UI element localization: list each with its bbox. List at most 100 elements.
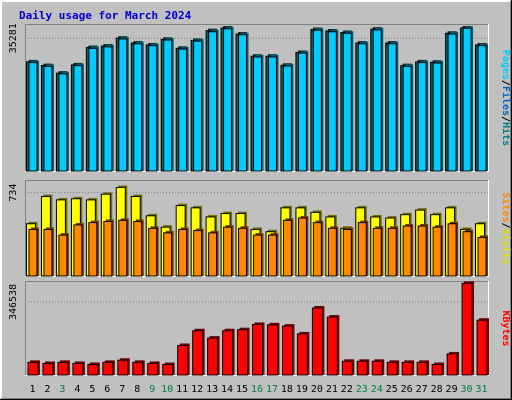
- bar-sites-day-16: [253, 234, 262, 277]
- bar-files-day-7: [118, 38, 128, 172]
- y-label-part-sites: Sites: [500, 192, 512, 222]
- x-tick-label-day-18: 18: [281, 384, 293, 395]
- bar-sites-day-23: [357, 222, 367, 277]
- x-tick-label-day-16: 16: [251, 384, 263, 395]
- x-tick-label-day-5: 5: [89, 384, 95, 395]
- bar-sites-day-28: [432, 226, 442, 277]
- bar-files-day-17: [267, 56, 277, 172]
- bar-kbytes-day-6: [102, 361, 114, 376]
- x-tick-label-day-29: 29: [446, 384, 458, 395]
- bar-files-day-19: [297, 52, 307, 172]
- bar-kbytes-day-5: [87, 363, 99, 376]
- panel-visits-sites-y-tick-label: 734: [8, 184, 19, 202]
- bar-sites-day-31: [477, 236, 487, 277]
- x-tick-label-day-20: 20: [311, 384, 323, 395]
- x-tick-label-day-13: 13: [206, 384, 218, 395]
- x-tick-label-day-10: 10: [161, 384, 173, 395]
- bar-sites-day-12: [193, 230, 203, 277]
- x-tick-label-day-12: 12: [191, 384, 203, 395]
- x-tick-label-day-23: 23: [356, 384, 368, 395]
- bar-files-day-25: [387, 43, 397, 172]
- bar-kbytes-day-1: [27, 361, 39, 376]
- bar-kbytes-day-23: [356, 360, 368, 376]
- bar-kbytes-day-29: [446, 353, 458, 376]
- bar-kbytes-day-9: [147, 362, 159, 376]
- bar-kbytes-day-2: [42, 362, 54, 376]
- bar-kbytes-day-28: [431, 363, 443, 376]
- bar-kbytes-day-14: [222, 330, 234, 376]
- x-tick-label-day-25: 25: [386, 384, 398, 395]
- bar-sites-day-22: [342, 228, 352, 277]
- panel-kbytes-y-label: KBytes: [500, 310, 511, 346]
- bar-kbytes-day-25: [386, 361, 398, 376]
- bar-files-day-28: [432, 62, 442, 172]
- bar-sites-day-24: [372, 227, 382, 277]
- bar-kbytes-day-18: [281, 325, 293, 376]
- bar-files-day-10: [163, 39, 173, 172]
- y-label-part-pages: Pages: [500, 50, 511, 80]
- bar-sites-day-7: [118, 219, 128, 277]
- panel-kbytes-y-tick-label: 346538: [8, 284, 19, 320]
- y-label-part-files: Files: [500, 86, 512, 116]
- x-tick-label-day-8: 8: [134, 384, 140, 395]
- bar-files-day-24: [372, 29, 382, 172]
- bar-sites-day-6: [103, 220, 113, 277]
- x-tick-label-day-28: 28: [431, 384, 443, 395]
- x-tick-label-day-30: 30: [461, 384, 473, 395]
- bar-kbytes-day-30: [461, 282, 473, 376]
- bar-files-day-6: [103, 46, 113, 172]
- bar-sites-day-3: [58, 234, 68, 277]
- bar-sites-day-2: [43, 228, 53, 277]
- y-label-part-slash: /: [500, 116, 511, 122]
- x-tick-label-day-31: 31: [475, 384, 487, 395]
- bar-kbytes-day-4: [72, 362, 84, 376]
- x-tick-label-day-24: 24: [371, 384, 383, 395]
- bar-kbytes-day-21: [326, 316, 338, 376]
- x-tick-label-day-15: 15: [236, 384, 248, 395]
- bar-files-day-22: [342, 32, 352, 172]
- bar-sites-day-14: [223, 226, 233, 277]
- bar-files-day-14: [223, 28, 233, 172]
- x-tick-label-day-3: 3: [59, 384, 65, 395]
- bar-kbytes-day-12: [192, 330, 204, 376]
- bar-sites-day-19: [297, 217, 307, 277]
- bar-files-day-16: [253, 56, 262, 172]
- bar-sites-day-13: [208, 232, 218, 277]
- bar-sites-day-15: [238, 227, 248, 277]
- bar-sites-day-17: [267, 234, 277, 277]
- bar-files-day-23: [357, 43, 367, 172]
- bar-kbytes-day-10: [162, 363, 174, 376]
- x-axis-labels: 1 2 3 4 5 6 7 8 9 10 11 12 13 14 15 16 17 18 19 20 21 22 23 24 2…: [29, 384, 487, 395]
- y-label-part-kbytes: KBytes: [500, 310, 511, 346]
- bar-files-day-21: [327, 31, 337, 172]
- chart-title: Daily usage for March 2024: [19, 9, 192, 22]
- bar-kbytes-day-22: [341, 360, 353, 376]
- bar-kbytes-day-19: [296, 333, 308, 376]
- bar-kbytes-day-8: [132, 361, 144, 376]
- x-tick-label-day-2: 2: [44, 384, 50, 395]
- bar-files-day-20: [312, 29, 322, 172]
- bar-sites-day-30: [462, 231, 472, 277]
- x-tick-label-day-7: 7: [119, 384, 125, 395]
- y-label-part-slash: /: [500, 80, 511, 86]
- bar-files-day-26: [402, 65, 412, 172]
- bar-files-day-31: [477, 45, 487, 172]
- bar-kbytes-day-31: [476, 319, 488, 376]
- bar-sites-day-11: [178, 228, 188, 277]
- bar-kbytes-day-15: [237, 329, 249, 376]
- x-tick-label-day-1: 1: [29, 384, 35, 395]
- bar-kbytes-day-7: [117, 359, 129, 376]
- panel-visits-sites-y-label: Sites/Visits: [500, 192, 512, 264]
- bar-files-day-4: [73, 65, 83, 172]
- bar-files-day-18: [282, 65, 292, 172]
- bar-files-day-3: [58, 73, 68, 172]
- bar-kbytes-day-13: [207, 337, 219, 376]
- x-tick-label-day-19: 19: [296, 384, 308, 395]
- bar-files-day-13: [208, 31, 218, 172]
- x-tick-label-day-17: 17: [266, 384, 278, 395]
- bar-kbytes-day-17: [266, 324, 278, 376]
- bar-files-day-11: [178, 48, 188, 172]
- bar-files-day-12: [193, 40, 203, 172]
- bar-sites-day-10: [163, 232, 173, 277]
